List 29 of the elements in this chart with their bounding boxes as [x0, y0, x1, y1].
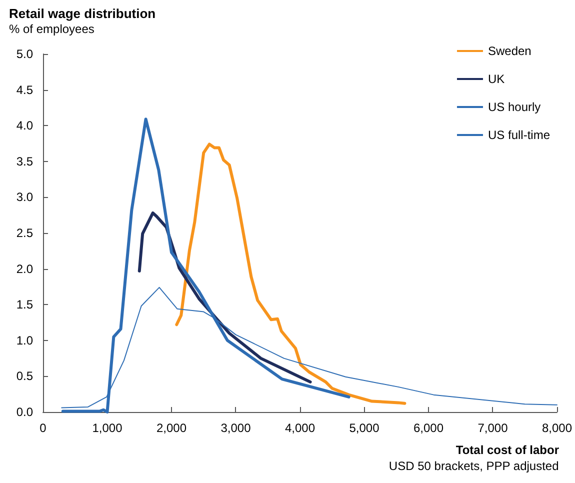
- x-tick-label: 1,000: [92, 421, 123, 435]
- y-tick-label: 5.0: [16, 47, 34, 61]
- x-tick-label: 2,000: [156, 421, 187, 435]
- x-tick-label: 6,000: [413, 421, 444, 435]
- x-tick-label: 5,000: [349, 421, 380, 435]
- y-tick-label: 0.0: [16, 405, 34, 419]
- y-tick-label: 4.0: [16, 118, 34, 133]
- x-tick-label: 4,000: [284, 421, 316, 435]
- y-tick-label: 3.0: [16, 190, 34, 204]
- chart-title: Retail wage distribution: [9, 6, 156, 21]
- x-tick-label: 3,000: [220, 421, 252, 435]
- legend-label: US hourly: [488, 100, 541, 114]
- y-tick-label: 1.5: [16, 298, 34, 312]
- y-tick-label: 2.5: [16, 226, 34, 240]
- legend-label: US full-time: [488, 128, 550, 142]
- y-tick-label: 2.0: [16, 262, 34, 276]
- y-axis-title: % of employees: [9, 22, 94, 36]
- line-series: [175, 142, 406, 405]
- legend-label: UK: [488, 72, 505, 86]
- text: USD 50 brackets, PPP adjusted: [388, 459, 559, 473]
- x-axis-title: Total cost of labor: [456, 443, 560, 457]
- y-tick-label: 1.0: [16, 333, 34, 348]
- y-tick-label: 0.5: [16, 369, 34, 384]
- legend-label: Sweden: [488, 44, 532, 58]
- y-tick-label: 4.5: [16, 82, 34, 97]
- x-tick-label: 8,000: [542, 421, 572, 435]
- x-tick-label: 7,000: [478, 421, 508, 435]
- x-tick-label: 0: [40, 421, 47, 435]
- y-tick-label: 3.5: [16, 154, 34, 168]
